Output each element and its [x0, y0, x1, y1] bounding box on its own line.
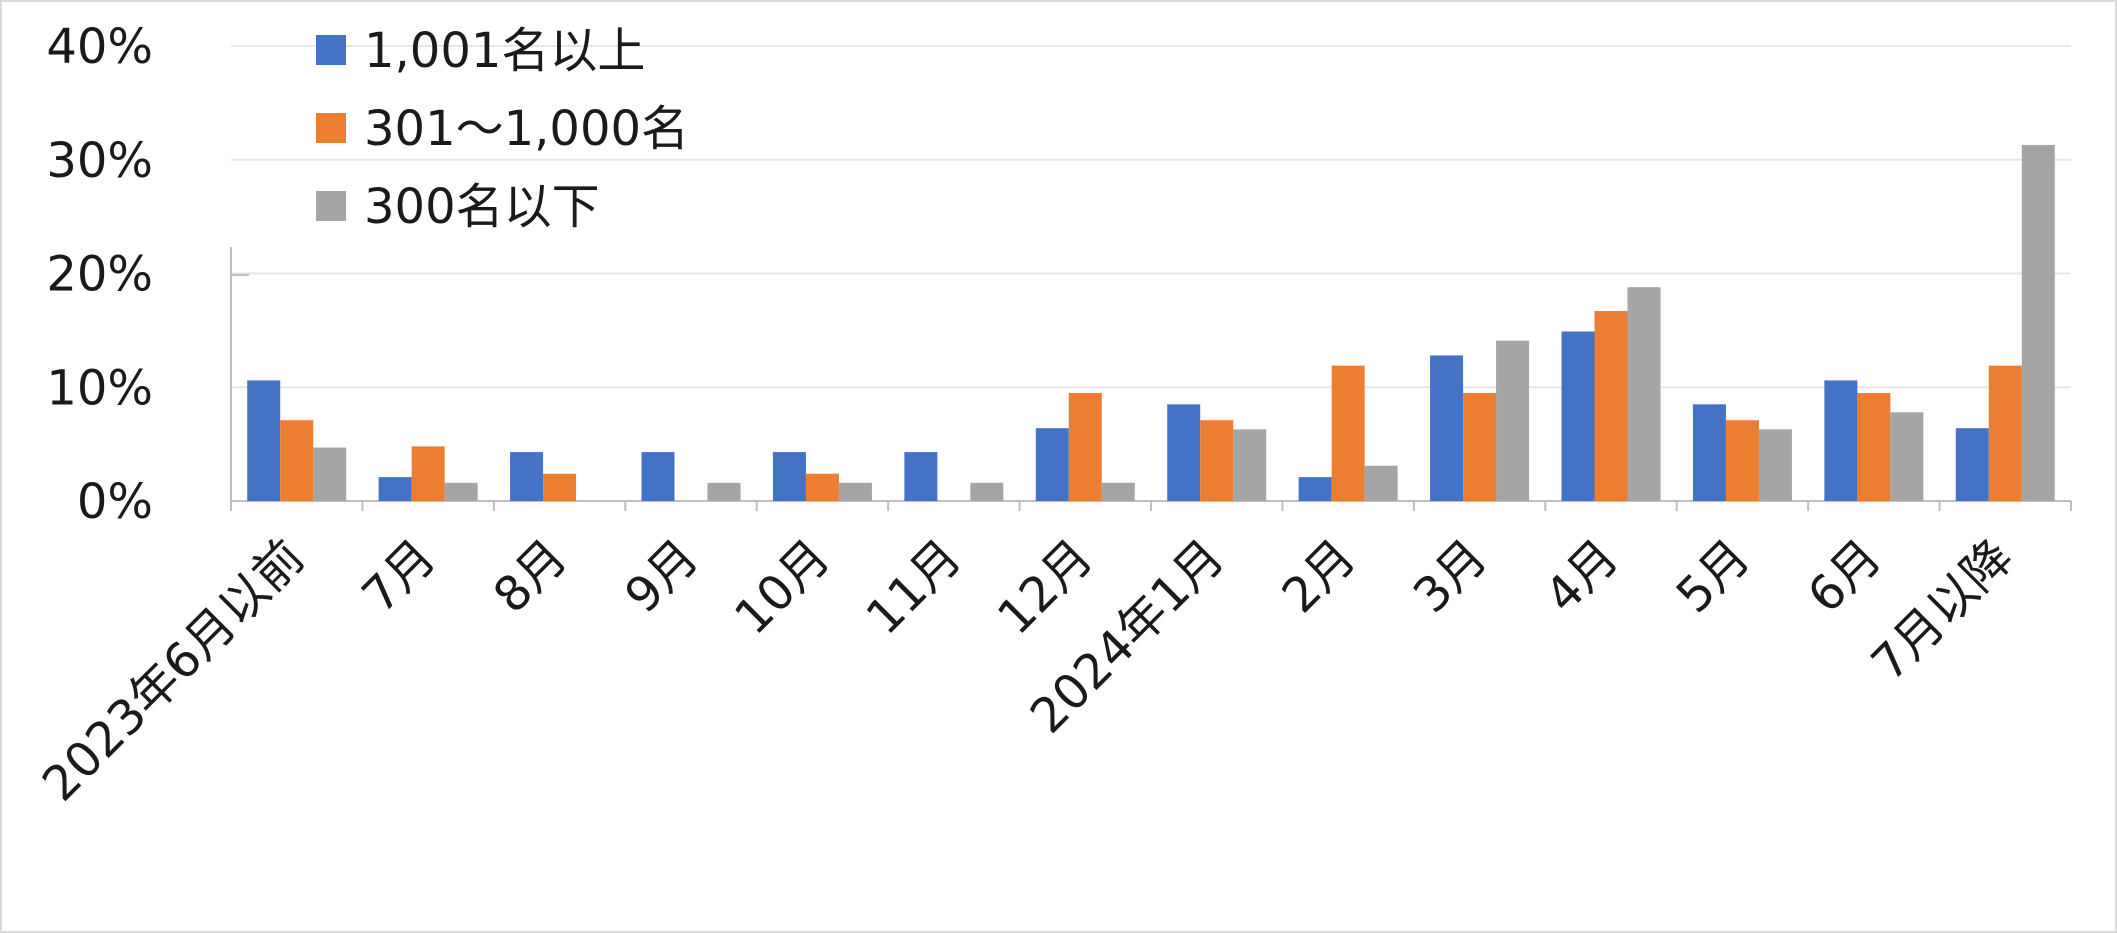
bar	[1627, 287, 1661, 501]
x-tick-label: 3月	[1403, 529, 1498, 624]
bar	[970, 482, 1004, 501]
x-tick-label: 7月以降	[1861, 529, 2024, 692]
bar	[1463, 392, 1497, 501]
bar	[1594, 311, 1628, 501]
bar	[772, 452, 806, 501]
y-tick-label: 20%	[46, 247, 153, 303]
bar	[1824, 380, 1858, 501]
bar	[1364, 465, 1398, 501]
bar	[1988, 365, 2022, 501]
bar	[1890, 412, 1924, 501]
y-tick-label: 30%	[46, 133, 153, 189]
bar	[1101, 482, 1135, 501]
y-tick-label: 40%	[46, 19, 153, 75]
bar	[1430, 355, 1464, 501]
bar	[1725, 420, 1759, 501]
bar	[247, 380, 281, 501]
bar	[805, 473, 839, 501]
bar	[1692, 404, 1726, 501]
bar	[543, 473, 577, 501]
bar	[1758, 429, 1792, 501]
x-tick-label: 10月	[724, 529, 841, 646]
bar	[1167, 404, 1201, 501]
bar	[2021, 144, 2055, 501]
x-tick-label: 5月	[1666, 529, 1761, 624]
legend-label: 1,001名以上	[364, 23, 645, 79]
bar	[280, 420, 314, 501]
bar	[313, 447, 347, 501]
bar	[510, 452, 544, 501]
bar	[378, 477, 412, 501]
legend-label: 300名以下	[364, 179, 600, 235]
bar	[1955, 428, 1989, 501]
bar	[411, 446, 445, 501]
x-tick-label: 8月	[483, 529, 578, 624]
bar	[838, 482, 872, 501]
bar	[1857, 392, 1891, 501]
bar	[707, 482, 741, 501]
x-tick-label: 7月	[351, 529, 446, 624]
legend-swatch	[316, 191, 346, 221]
bar	[1331, 365, 1365, 501]
bar	[1068, 392, 1102, 501]
x-tick-label: 12月	[987, 529, 1104, 646]
bar	[1496, 340, 1530, 501]
legend-swatch	[316, 35, 346, 65]
x-tick-label: 4月	[1534, 529, 1629, 624]
bar	[904, 452, 938, 501]
bar	[1298, 477, 1332, 501]
x-tick-label: 2023年6月以前	[32, 529, 315, 812]
bar	[641, 452, 675, 501]
legend-swatch	[316, 113, 346, 143]
y-tick-label: 10%	[46, 360, 153, 416]
x-tick-label: 9月	[614, 529, 709, 624]
bar	[1035, 428, 1069, 501]
bar	[444, 482, 478, 501]
x-tick-label: 2月	[1271, 529, 1366, 624]
legend-label: 301～1,000名	[364, 101, 689, 157]
x-tick-label: 11月	[856, 529, 973, 646]
y-tick-label: 0%	[77, 474, 153, 530]
bar	[1233, 429, 1267, 501]
bar	[1561, 331, 1595, 501]
bar	[1200, 420, 1234, 501]
x-tick-label: 6月	[1797, 529, 1892, 624]
